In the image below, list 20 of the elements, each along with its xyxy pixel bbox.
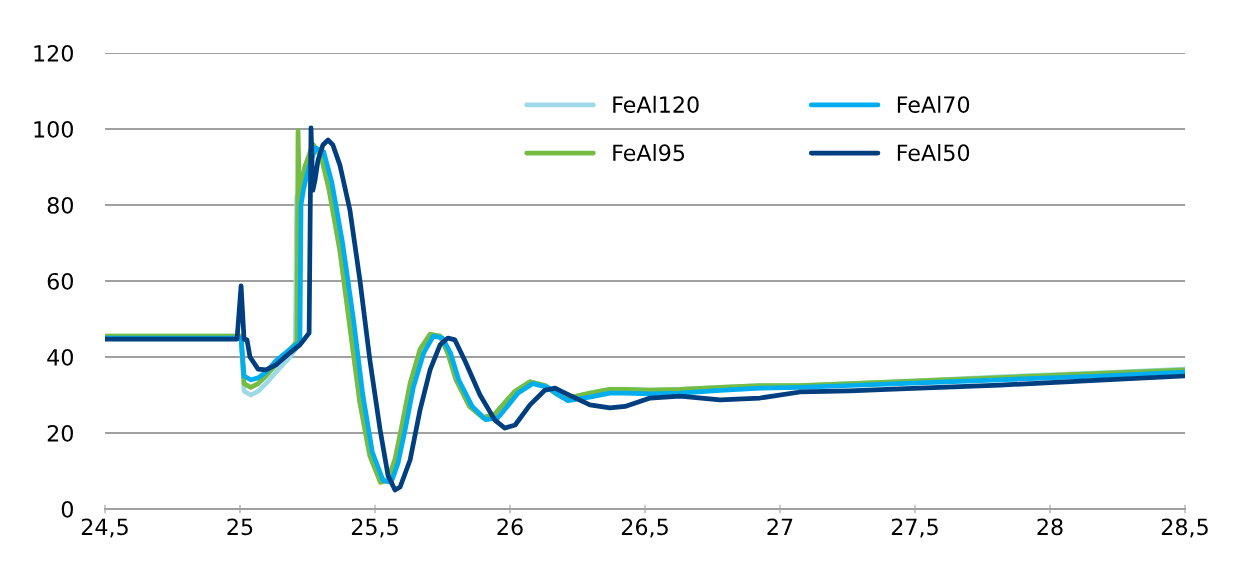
x-tick-label: 28 bbox=[1037, 518, 1063, 536]
x-tick-label: 27,5 bbox=[891, 518, 938, 538]
y-tick-label: 20 bbox=[47, 424, 73, 442]
x-tick-label: 27 bbox=[767, 518, 793, 535]
legend-label: FeAl120 bbox=[613, 95, 699, 113]
x-tick-label: 25 bbox=[227, 518, 253, 536]
legend-label: FeAl95 bbox=[613, 143, 685, 162]
y-tick-label: 80 bbox=[47, 196, 73, 214]
y-tick-label: 60 bbox=[47, 272, 73, 290]
x-tick-label: 25,5 bbox=[351, 518, 398, 538]
y-tick-label: 40 bbox=[47, 348, 73, 366]
x-tick-label: 26 bbox=[497, 518, 523, 536]
x-tick-label: 24,5 bbox=[81, 518, 128, 538]
y-tick-label: 120 bbox=[34, 44, 73, 62]
y-tick-label: 0 bbox=[61, 500, 73, 518]
x-tick-label: 26,5 bbox=[621, 518, 668, 538]
x-tick-label: 28,5 bbox=[1161, 518, 1208, 538]
legend-label: FeAl70 bbox=[897, 95, 970, 113]
legend-label: FeAl50 bbox=[897, 143, 970, 162]
y-tick-label: 100 bbox=[34, 120, 73, 138]
